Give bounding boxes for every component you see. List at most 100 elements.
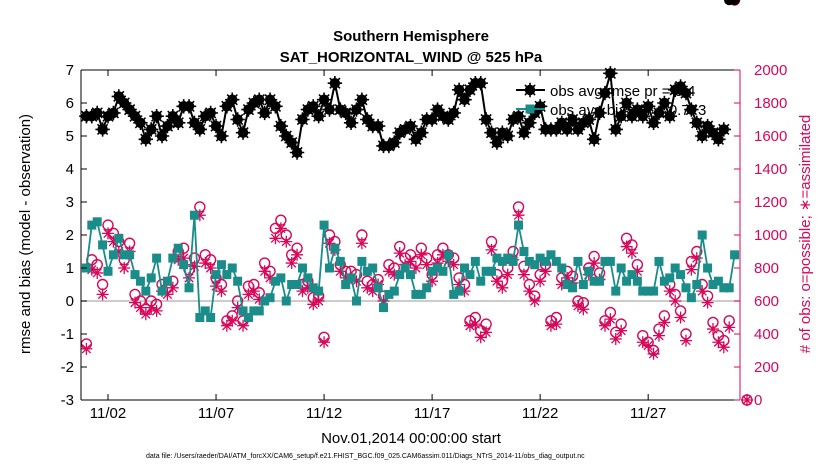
bias-point [433, 263, 443, 273]
rmse-point [149, 109, 164, 124]
bias-point [438, 266, 448, 276]
obs-assimilated-point [312, 295, 325, 307]
obs-assimilated-point [512, 209, 525, 222]
legend-bias-symbol [525, 104, 535, 114]
bias-point [697, 230, 707, 240]
obs-assimilated-point [534, 275, 547, 288]
obs-assimilated-point [609, 332, 622, 345]
obs-assimilated-point [220, 319, 233, 332]
rmse-point [311, 109, 326, 124]
rmse-point [446, 105, 461, 121]
y-right-tick-label: 800 [754, 260, 779, 277]
obs-assimilated-point [91, 266, 104, 279]
bias-point [692, 280, 702, 289]
bias-point [622, 276, 632, 286]
bias-point [568, 283, 578, 293]
obs-assimilated-point [723, 321, 736, 334]
rmse-point [484, 125, 499, 140]
x-axis-label: Nov.01,2014 00:00:00 start [321, 430, 502, 447]
bias-point [465, 270, 475, 280]
bias-point [616, 263, 626, 273]
y-right-tick-label: 400 [754, 326, 779, 343]
bias-point [730, 250, 740, 260]
bias-point [449, 289, 459, 299]
rmse-point [678, 85, 694, 101]
y-left-tick-label: 4 [66, 161, 74, 178]
bias-point [265, 293, 275, 303]
rmse-point [489, 135, 505, 150]
bias-point [411, 289, 421, 299]
bias-point [546, 250, 556, 260]
obs-assimilated-point [663, 285, 676, 298]
obs-assimilated-point [615, 324, 628, 337]
y-right-tick-label: 0 [754, 392, 762, 409]
obs-assimilated-point [555, 278, 568, 291]
obs-assimilated-point [696, 285, 709, 298]
bias-point [535, 253, 545, 263]
obs-assimilated-point [474, 331, 487, 344]
bias-point [281, 296, 291, 306]
bias-point [443, 250, 453, 260]
bias-point [243, 313, 253, 322]
y-left-tick-label: 1 [66, 260, 74, 277]
bias-point [162, 276, 172, 286]
rmse-point [160, 118, 175, 134]
rmse-point [613, 109, 629, 124]
bias-point [233, 276, 243, 286]
obs-assimilated-point [523, 285, 536, 298]
obs-assimilated-point [496, 281, 509, 294]
bias-point [676, 270, 686, 280]
bias-point [703, 263, 713, 273]
rmse-point [257, 105, 272, 121]
obs-assimilated-point [469, 318, 482, 331]
rmse-point [138, 132, 154, 147]
bias-point [665, 273, 675, 283]
obs-assimilated-point [237, 319, 250, 332]
x-tick-label: 11/17 [414, 405, 450, 422]
bias-point [335, 256, 345, 266]
bias-series [81, 210, 740, 322]
bias-point [481, 266, 491, 276]
bias-point [206, 313, 216, 322]
bias-point [238, 306, 248, 316]
rmse-point [657, 95, 672, 111]
rmse-point [203, 105, 218, 121]
bias-point [384, 289, 394, 299]
obs-assimilated-point [204, 262, 217, 274]
y-left-tick-label: 3 [66, 194, 74, 211]
bias-point [314, 286, 324, 296]
rmse-point [662, 109, 677, 124]
bias-point [605, 256, 615, 266]
bias-point [222, 270, 232, 280]
rmse-point [106, 105, 121, 121]
bias-point [649, 286, 659, 296]
obs-assimilated-point [588, 257, 601, 270]
bias-point [87, 220, 97, 230]
rmse-point [651, 105, 667, 121]
bias-point [530, 260, 540, 270]
rmse-point [603, 66, 618, 81]
obs-assimilated-point [274, 222, 287, 235]
obs-assimilated-point [96, 288, 109, 301]
bias-point [497, 256, 507, 266]
legend-rmse-label: obs avg rmse pr = 5.4 [550, 83, 696, 100]
obs-assimilated-point [145, 301, 158, 314]
obs-assimilated-point [658, 316, 671, 329]
bias-point [184, 283, 194, 293]
rmse-point [478, 112, 494, 127]
bias-point [324, 263, 334, 273]
bias-point [270, 276, 280, 286]
obs-assimilated-point [231, 301, 244, 314]
y-right-axis-ticks: 0 200 400 600 800 1000 1200 1400 1600 1800 2000 [734, 62, 787, 409]
rmse-point [90, 105, 105, 121]
obs-assimilated-point [647, 347, 660, 360]
rmse-point [133, 115, 148, 130]
bias-point [227, 263, 237, 273]
bias-point [686, 293, 696, 303]
rmse-point [316, 92, 332, 107]
bias-point [254, 306, 264, 316]
rmse-point [327, 76, 343, 91]
obs-assimilated-point [458, 285, 471, 298]
rmse-point [192, 122, 208, 137]
bias-point [292, 280, 302, 289]
